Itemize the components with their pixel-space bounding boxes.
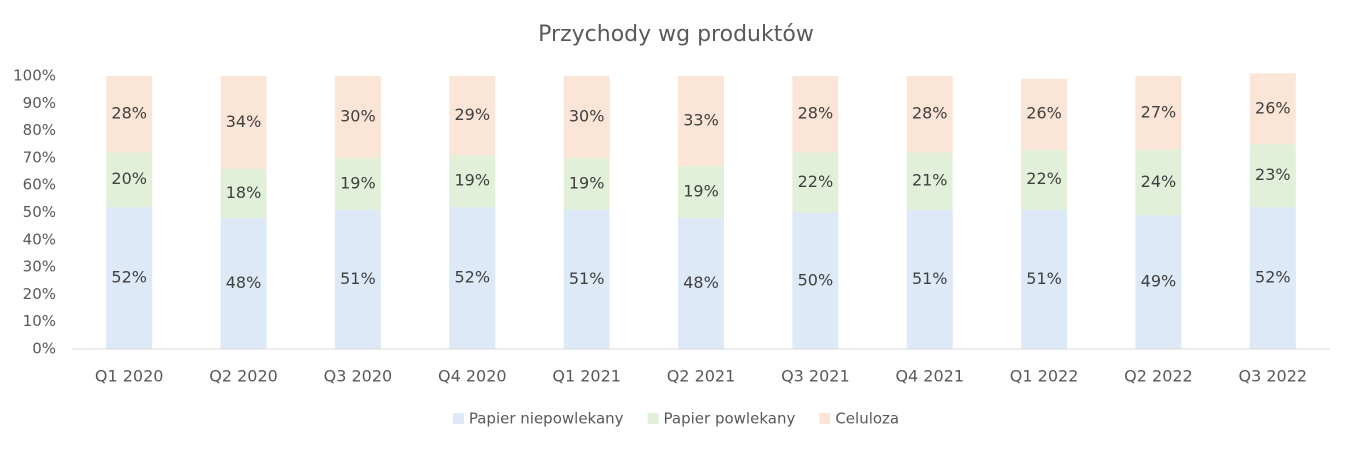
bar-segment (906, 152, 953, 210)
x-tick-label: Q4 2021 (895, 367, 964, 386)
data-label: 51% (340, 269, 376, 288)
data-label: 19% (569, 173, 605, 192)
bar-segment (220, 168, 267, 218)
data-label: 19% (454, 171, 490, 190)
bar-segment (792, 152, 839, 213)
bar-segment (1021, 78, 1068, 150)
data-label: 29% (454, 105, 490, 124)
y-tick-label: 80% (23, 121, 56, 139)
data-label: 52% (1255, 268, 1291, 287)
data-label: 18% (226, 183, 262, 202)
x-tick-label: Q2 2021 (667, 367, 736, 386)
data-label: 52% (111, 268, 147, 287)
data-label: 21% (912, 171, 948, 190)
data-label: 26% (1255, 98, 1291, 117)
bar-segment (1135, 149, 1182, 216)
data-label: 50% (798, 270, 834, 289)
legend-swatch (819, 413, 831, 424)
x-tick-label: Q2 2020 (209, 367, 278, 386)
legend-swatch (452, 413, 464, 424)
y-tick-label: 10% (23, 312, 56, 330)
data-label: 19% (340, 173, 376, 192)
bar-segment (449, 207, 496, 349)
legend-label: Papier niepowlekany (469, 410, 624, 428)
legend-label: Papier powlekany (664, 410, 796, 428)
y-tick-label: 60% (23, 176, 56, 194)
data-label: 52% (454, 268, 490, 287)
x-tick-label: Q3 2022 (1239, 367, 1308, 386)
x-tick-label: Q2 2022 (1124, 367, 1193, 386)
legend-label: Celuloza (835, 410, 899, 428)
bar-segment (334, 157, 381, 210)
data-label: 51% (569, 269, 605, 288)
bar-segment (449, 76, 496, 156)
bar-segment (106, 76, 153, 153)
data-label: 20% (111, 169, 147, 188)
y-tick-label: 0% (32, 340, 56, 358)
bar-segment (220, 76, 267, 169)
bar-segment (334, 76, 381, 158)
bar-segment (563, 157, 610, 210)
data-label: 22% (798, 172, 834, 191)
bar-segment (334, 209, 381, 349)
bar-segment (220, 217, 267, 349)
data-label: 30% (340, 106, 376, 125)
data-label: 51% (1026, 269, 1062, 288)
x-tick-label: Q4 2020 (438, 367, 507, 386)
data-label: 28% (912, 104, 948, 123)
data-label: 28% (798, 104, 834, 123)
x-tick-label: Q1 2021 (552, 367, 621, 386)
x-tick-label: Q1 2020 (95, 367, 164, 386)
y-tick-label: 100% (13, 67, 56, 85)
x-tick-label: Q3 2021 (781, 367, 850, 386)
bar-segment (449, 155, 496, 208)
data-label: 27% (1141, 102, 1177, 121)
bar-segment (106, 207, 153, 349)
y-tick-label: 40% (23, 230, 56, 248)
data-label: 51% (912, 269, 948, 288)
legend-swatch (647, 413, 659, 424)
bar-segment (106, 152, 153, 208)
bar-segment (563, 209, 610, 349)
bar-segment (678, 217, 724, 349)
x-tick-label: Q1 2022 (1010, 367, 1079, 386)
data-label: 22% (1026, 169, 1062, 188)
bar-segment (792, 212, 839, 349)
data-label: 30% (569, 106, 605, 125)
data-label: 33% (683, 111, 719, 130)
y-tick-label: 50% (23, 203, 56, 221)
y-tick-label: 90% (23, 94, 56, 112)
chart-title: Przychody wg produktów (538, 22, 814, 47)
data-label: 49% (1141, 272, 1177, 291)
data-label: 26% (1026, 104, 1062, 123)
data-label: 48% (683, 273, 719, 292)
bar-segment (1249, 207, 1296, 349)
bar-segment (906, 209, 953, 349)
bar-segment (1249, 144, 1296, 208)
data-label: 24% (1141, 172, 1177, 191)
bar-segment (1135, 215, 1182, 349)
data-label: 28% (111, 104, 147, 123)
bar-segment (1021, 149, 1068, 210)
bar-segment (678, 76, 724, 167)
y-tick-label: 30% (23, 258, 56, 276)
y-tick-label: 20% (23, 285, 56, 303)
bar-segment (1249, 73, 1296, 145)
bar-segment (792, 76, 839, 153)
bar-segment (1021, 209, 1068, 349)
data-label: 34% (226, 112, 262, 131)
bar-segment (906, 76, 953, 153)
y-tick-label: 70% (23, 148, 56, 166)
bar-segment (563, 76, 610, 158)
data-label: 23% (1255, 165, 1291, 184)
data-label: 19% (683, 182, 719, 201)
bar-segment (678, 166, 724, 218)
bar-segment (1135, 76, 1182, 150)
x-tick-label: Q3 2020 (324, 367, 393, 386)
data-label: 48% (226, 273, 262, 292)
